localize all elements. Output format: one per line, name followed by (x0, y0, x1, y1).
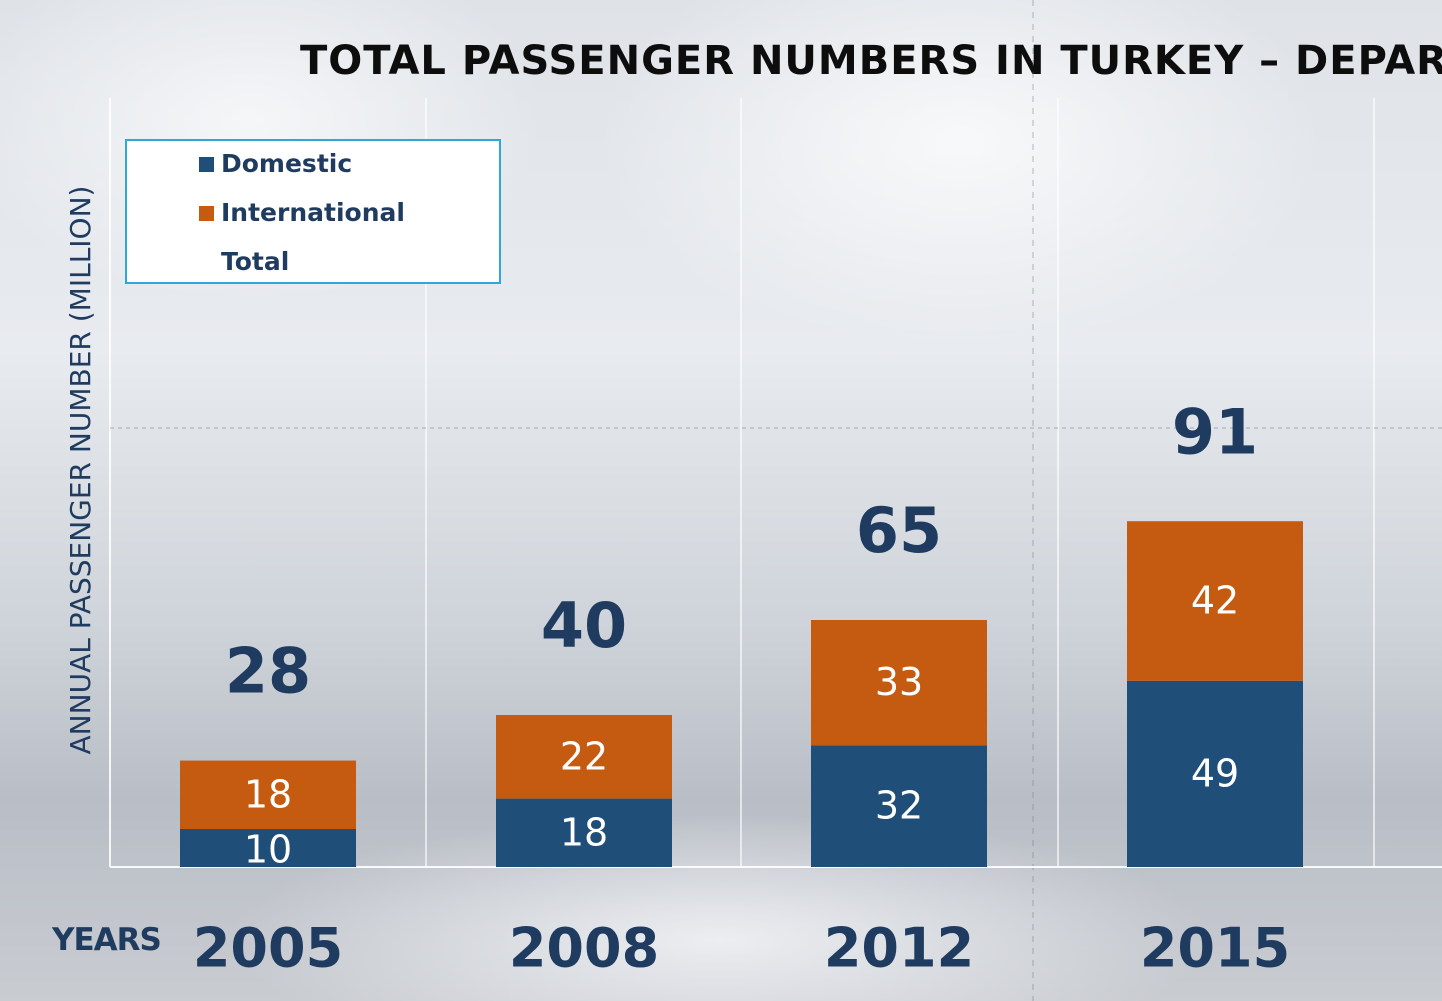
bar-international-2008 (496, 715, 672, 799)
bar-domestic-2015 (1127, 680, 1303, 867)
legend-label-total: Total (221, 247, 290, 276)
legend-swatch-domestic (199, 157, 214, 172)
legend-label-domestic: Domestic (221, 149, 353, 178)
data-label-international-2012: 33 (875, 660, 923, 704)
data-label-domestic-2015: 49 (1191, 751, 1239, 795)
legend-label-international: International (221, 198, 405, 227)
bar-domestic-2005 (180, 829, 356, 867)
data-label-domestic-2012: 32 (875, 784, 923, 828)
data-label-total-2008: 40 (541, 589, 627, 662)
bar-international-2012 (811, 620, 987, 746)
bar-international-2015 (1127, 521, 1303, 681)
legend-item-international: International (199, 196, 405, 230)
x-tick-label-2008: 2008 (509, 917, 659, 980)
data-label-international-2008: 22 (560, 734, 608, 778)
legend-item-total: Total (221, 245, 289, 279)
data-label-international-2005: 18 (244, 772, 292, 816)
data-label-total-2015: 91 (1172, 395, 1258, 468)
x-tick-label-2005: 2005 (193, 917, 343, 980)
data-label-domestic-2008: 18 (560, 810, 608, 854)
bar-domestic-2012 (811, 745, 987, 867)
data-label-domestic-2005: 10 (244, 828, 292, 872)
x-axis-label: YEARS (52, 922, 162, 958)
legend-item-domestic: Domestic (199, 147, 353, 181)
bar-domestic-2008 (496, 798, 672, 867)
x-tick-label-2012: 2012 (824, 917, 974, 980)
data-label-international-2015: 42 (1191, 579, 1239, 623)
data-label-total-2012: 65 (856, 494, 942, 567)
x-tick-label-2015: 2015 (1140, 917, 1290, 980)
bar-international-2005 (180, 760, 356, 829)
legend: Domestic International Total (125, 139, 501, 284)
legend-swatch-international (199, 206, 214, 221)
data-label-total-2005: 28 (225, 635, 311, 708)
chart-title: TOTAL PASSENGER NUMBERS IN TURKEY – DEPA… (300, 38, 1442, 84)
